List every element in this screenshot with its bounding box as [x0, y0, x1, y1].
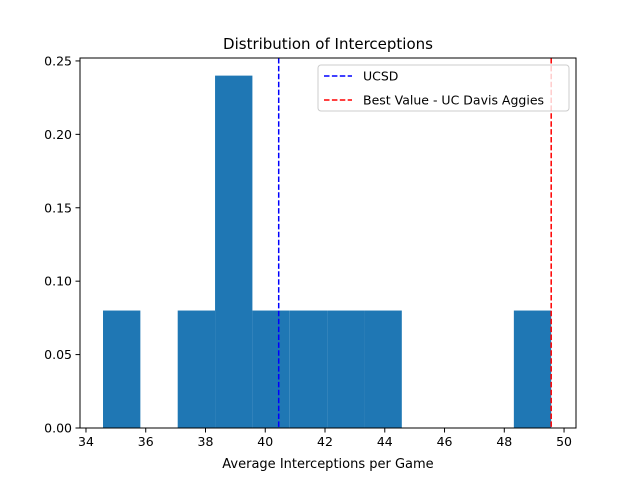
y-tick-label: 0.05: [44, 347, 72, 362]
y-tick-label: 0.15: [44, 200, 72, 215]
plot-frame: [79, 57, 577, 429]
x-tick-label: 40: [257, 434, 273, 449]
y-tick-label: 0.25: [44, 53, 72, 68]
chart-title: Distribution of Interceptions: [223, 35, 433, 53]
x-tick-label: 36: [138, 434, 154, 449]
y-tick-label: 0.00: [44, 421, 72, 436]
legend-box: [317, 64, 570, 112]
x-tick-label: 50: [556, 434, 572, 449]
x-tick-label: 46: [437, 434, 453, 449]
legend: UCSD Best Value - UC Davis Aggies: [317, 64, 570, 112]
histogram-bar: [364, 310, 402, 428]
legend-label: UCSD: [363, 69, 398, 84]
x-tick-label: 38: [198, 434, 214, 449]
histogram-bar: [327, 310, 365, 428]
legend-label: Best Value - UC Davis Aggies: [363, 93, 544, 108]
reference-lines-group: [277, 58, 552, 428]
x-axis-ticks: 34 36 38 40 42 44 46 48 50: [78, 428, 572, 449]
x-tick-label: 44: [377, 434, 393, 449]
y-axis-ticks: 0.00 0.05 0.10 0.15 0.20 0.25: [44, 53, 80, 436]
x-tick-label: 34: [78, 434, 94, 449]
x-axis-label: Average Interceptions per Game: [222, 457, 433, 472]
histogram-bar: [289, 310, 328, 428]
y-tick-label: 0.20: [44, 127, 72, 142]
x-tick-label: 48: [496, 434, 512, 449]
histogram-bar: [103, 310, 141, 428]
y-tick-label: 0.10: [44, 274, 72, 289]
histogram-bar: [215, 75, 253, 428]
x-tick-label: 42: [317, 434, 333, 449]
bars-group: [103, 75, 552, 428]
histogram-bar: [252, 310, 290, 428]
histogram-bar: [513, 310, 552, 428]
histogram-bar: [177, 310, 216, 428]
